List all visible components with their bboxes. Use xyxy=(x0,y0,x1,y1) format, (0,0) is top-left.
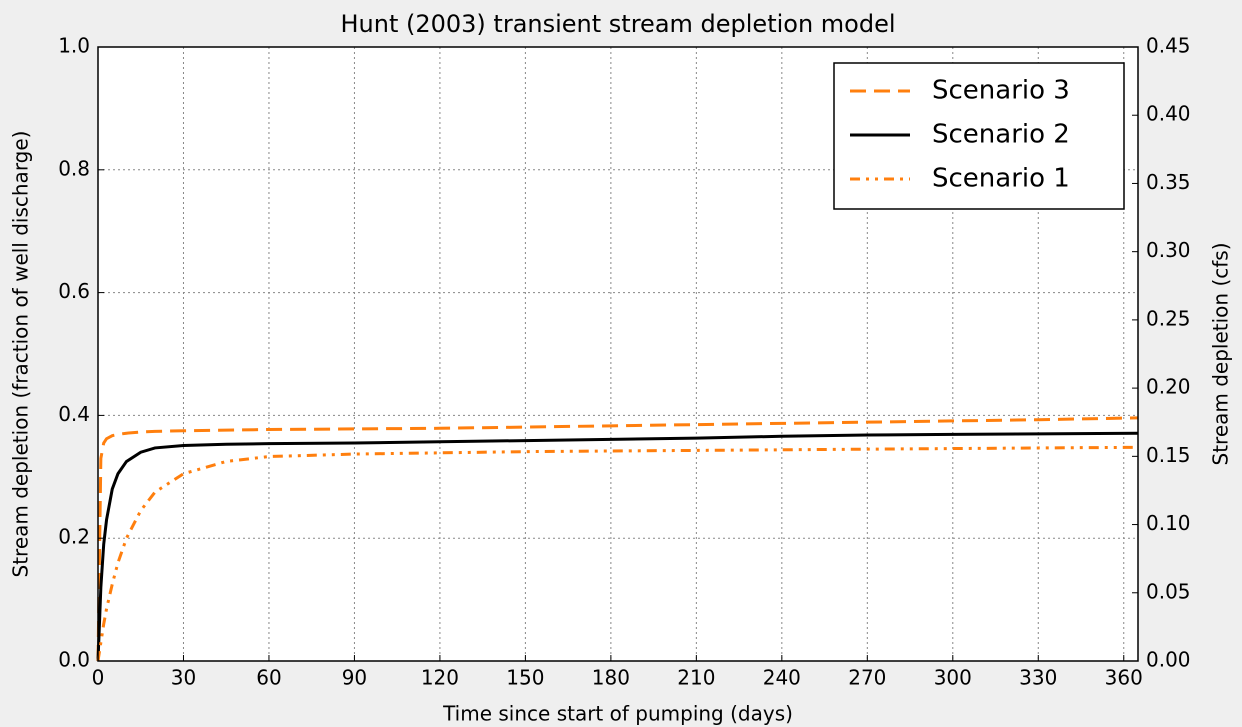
y-tick-label: 0.0 xyxy=(58,648,90,672)
x-tick-label: 360 xyxy=(1105,666,1143,690)
legend-label: Scenario 2 xyxy=(932,120,1070,150)
y2-tick-label: 0.30 xyxy=(1146,238,1191,262)
y2-tick-label: 0.15 xyxy=(1146,443,1191,467)
legend-label: Scenario 1 xyxy=(932,164,1070,194)
x-tick-label: 150 xyxy=(506,666,544,690)
x-tick-label: 120 xyxy=(421,666,459,690)
y2-axis-label: Stream depletion (cfs) xyxy=(1209,242,1233,465)
y-tick-label: 0.4 xyxy=(58,402,90,426)
y-axis-label: Stream depletion (fraction of well disch… xyxy=(9,131,33,578)
x-tick-label: 0 xyxy=(92,666,105,690)
y-tick-label: 1.0 xyxy=(58,34,90,58)
x-tick-label: 30 xyxy=(171,666,196,690)
y-tick-label: 0.6 xyxy=(58,279,90,303)
series-line xyxy=(96,416,1139,662)
y2-tick-label: 0.00 xyxy=(1146,648,1191,672)
y2-tick-label: 0.20 xyxy=(1146,375,1191,399)
x-tick-label: 90 xyxy=(342,666,367,690)
legend-label: Scenario 3 xyxy=(932,76,1070,106)
x-tick-label: 330 xyxy=(1019,666,1057,690)
y2-tick-label: 0.05 xyxy=(1146,579,1191,603)
y-tick-label: 0.2 xyxy=(58,525,90,549)
plot-frame xyxy=(97,46,1139,662)
y2-tick-label: 0.10 xyxy=(1146,511,1191,535)
x-axis-label: Time since start of pumping (days) xyxy=(442,702,793,726)
x-tick-label: 270 xyxy=(848,666,886,690)
x-tick-label: 300 xyxy=(934,666,972,690)
chart-title: Hunt (2003) transient stream depletion m… xyxy=(340,10,895,38)
y2-tick-label: 0.35 xyxy=(1146,170,1191,194)
x-tick-label: 210 xyxy=(677,666,715,690)
x-tick-label: 240 xyxy=(763,666,801,690)
y2-tick-label: 0.45 xyxy=(1146,34,1191,58)
x-tick-label: 180 xyxy=(592,666,630,690)
y-tick-label: 0.8 xyxy=(58,156,90,180)
y2-tick-label: 0.25 xyxy=(1146,306,1191,330)
x-tick-label: 60 xyxy=(256,666,281,690)
series-line xyxy=(96,431,1139,662)
series-line xyxy=(96,445,1139,662)
y2-tick-label: 0.40 xyxy=(1146,102,1191,126)
